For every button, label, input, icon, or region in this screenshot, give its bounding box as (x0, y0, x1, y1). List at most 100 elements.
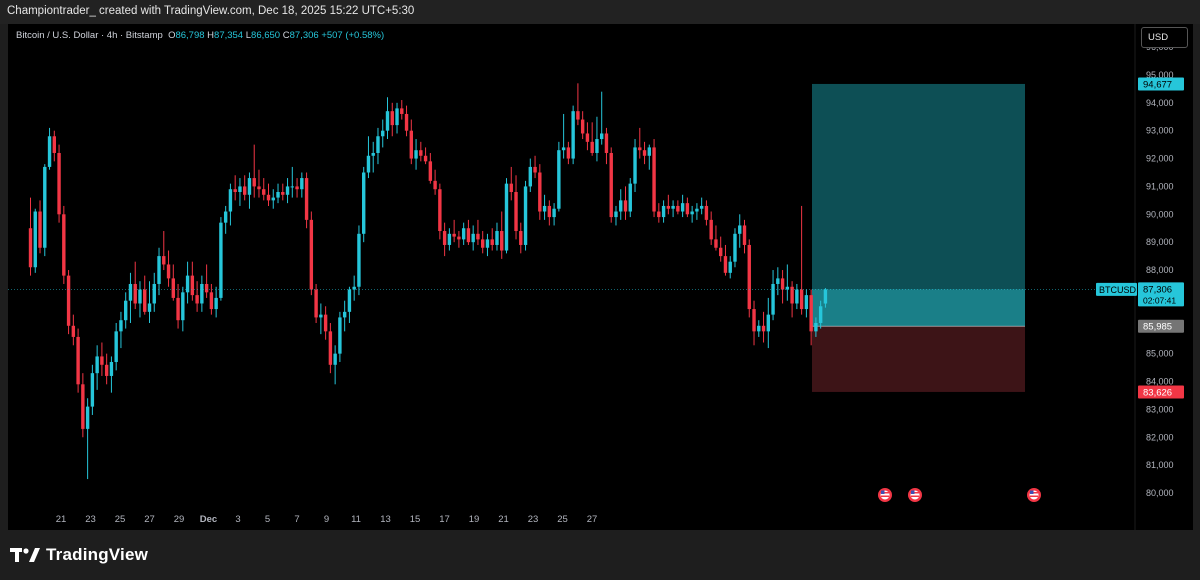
candle-body (71, 325, 76, 337)
candle-body (571, 111, 575, 159)
candle-body (90, 373, 95, 407)
change-value: +507 (+0.58%) (321, 30, 385, 41)
x-tick-label: 23 (528, 514, 539, 525)
x-tick-label: 27 (587, 514, 598, 525)
low-label: L (245, 30, 252, 41)
candle-body (795, 289, 799, 304)
footer (0, 530, 1200, 580)
candlestick-chart[interactable]: 80,00081,00082,00083,00084,00085,00086,0… (8, 24, 1193, 530)
candle-body (185, 275, 190, 293)
candle-body (809, 295, 813, 332)
candle-body (414, 150, 418, 159)
candle-body (381, 130, 385, 137)
x-tick-label: Dec (200, 514, 217, 525)
event-flag-canton (881, 490, 885, 494)
candle-body (366, 155, 371, 173)
target-price-tag-bg (1138, 77, 1184, 91)
chart-area[interactable]: 80,00081,00082,00083,00084,00085,00086,0… (8, 24, 1193, 530)
candle-body (714, 239, 718, 248)
x-tick-label: 15 (410, 514, 421, 525)
tradingview-logo-icon (10, 548, 40, 562)
candle-body (604, 133, 609, 153)
high-label: H (207, 30, 215, 41)
candle-body (76, 336, 80, 385)
candle-body (442, 231, 447, 245)
candle-body (552, 208, 556, 218)
candle-body (752, 309, 756, 332)
candle-body (404, 113, 409, 131)
candle-body (409, 130, 413, 159)
candle-body (647, 147, 651, 156)
candle-body (109, 362, 114, 376)
candle-body (657, 211, 661, 218)
chart-watermark: Championtrader_ created with TradingView… (7, 5, 415, 17)
candle-body (757, 325, 761, 332)
candle-body (690, 211, 694, 215)
candle-body (43, 166, 47, 248)
candle-body (33, 211, 37, 268)
candle-body (238, 186, 242, 193)
x-tick-label: 21 (56, 514, 67, 525)
candle-body (281, 192, 285, 195)
candle-body (547, 205, 552, 218)
candle-body (466, 228, 471, 243)
candle-body (247, 178, 252, 195)
candle-body (823, 289, 828, 304)
top-bar: Championtrader_ created with TradingView… (0, 0, 1200, 24)
x-tick-label: 3 (235, 514, 240, 525)
x-tick-label: 21 (498, 514, 509, 525)
candle-body (176, 297, 180, 321)
candle-body (671, 205, 675, 209)
y-tick-label: 94,000 (1146, 98, 1174, 108)
candle-body (504, 183, 509, 251)
candle-body (395, 108, 399, 126)
tradingview-brand[interactable]: TradingView (10, 545, 148, 565)
candle-body (138, 289, 142, 304)
currency-button[interactable]: USD (1141, 27, 1188, 48)
candle-body (47, 136, 52, 167)
candle-body (538, 172, 542, 212)
candle-body (352, 286, 356, 290)
candle-body (704, 205, 709, 220)
candle-body (585, 133, 590, 142)
candle-body (447, 233, 452, 245)
y-tick-label: 82,000 (1146, 432, 1174, 442)
symbol-legend: Bitcoin / U.S. Dollar · 4h · Bitstamp O8… (16, 30, 384, 41)
candle-body (790, 286, 794, 304)
x-tick-label: 17 (439, 514, 450, 525)
x-tick-label: 23 (85, 514, 96, 525)
x-tick-label: 9 (324, 514, 329, 525)
candle-body (804, 295, 809, 310)
candle-body (557, 150, 561, 209)
candle-body (509, 183, 513, 193)
x-tick-label: 25 (115, 514, 126, 525)
candle-body (614, 211, 618, 218)
candle-body (204, 283, 209, 293)
candle-body (390, 111, 394, 126)
candle-body (200, 283, 204, 304)
candle-body (814, 322, 818, 332)
entry-price-tag-bg (1138, 319, 1184, 333)
candle-body (190, 275, 195, 296)
event-flag-stripe (1030, 492, 1038, 494)
candle-body (818, 306, 823, 323)
candle-body (699, 205, 704, 209)
candle-body (523, 186, 528, 245)
candle-body (528, 166, 532, 187)
candle-body (266, 194, 271, 201)
candle-body (295, 186, 299, 190)
candle-body (52, 136, 56, 153)
candle-body (481, 239, 485, 248)
x-tick-label: 11 (351, 514, 361, 525)
x-tick-label: 25 (557, 514, 568, 525)
candle-body (347, 289, 352, 312)
candle-body (319, 314, 323, 318)
candle-body (600, 133, 604, 140)
close-label: C (282, 30, 290, 41)
y-tick-label: 92,000 (1146, 154, 1174, 164)
event-flag-stripe (911, 492, 919, 494)
candle-body (376, 136, 380, 153)
candle-body (695, 208, 699, 212)
candle-body (57, 152, 61, 215)
event-flag-stripe (881, 492, 889, 494)
